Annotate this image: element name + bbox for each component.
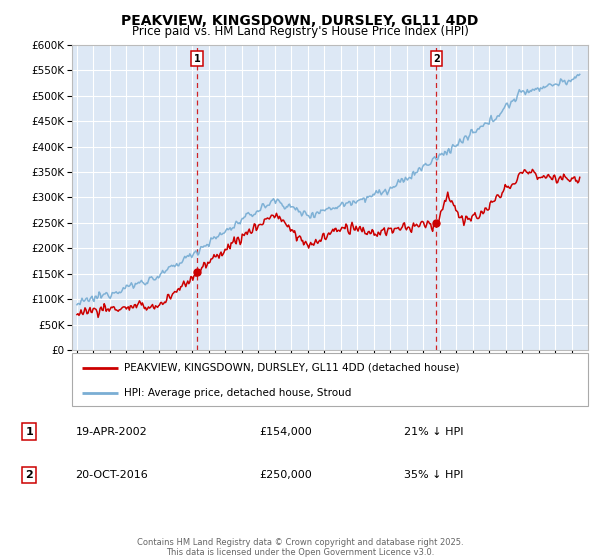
Text: 35% ↓ HPI: 35% ↓ HPI: [404, 470, 463, 480]
Text: 2: 2: [25, 470, 33, 480]
Text: 2: 2: [433, 54, 440, 63]
Text: Contains HM Land Registry data © Crown copyright and database right 2025.
This d: Contains HM Land Registry data © Crown c…: [137, 538, 463, 557]
Text: 1: 1: [194, 54, 200, 63]
Text: PEAKVIEW, KINGSDOWN, DURSLEY, GL11 4DD: PEAKVIEW, KINGSDOWN, DURSLEY, GL11 4DD: [121, 14, 479, 28]
Text: £154,000: £154,000: [260, 427, 313, 437]
Text: HPI: Average price, detached house, Stroud: HPI: Average price, detached house, Stro…: [124, 388, 351, 398]
Text: 21% ↓ HPI: 21% ↓ HPI: [404, 427, 463, 437]
Text: Price paid vs. HM Land Registry's House Price Index (HPI): Price paid vs. HM Land Registry's House …: [131, 25, 469, 38]
Text: 20-OCT-2016: 20-OCT-2016: [76, 470, 148, 480]
Text: 1: 1: [25, 427, 33, 437]
Text: £250,000: £250,000: [260, 470, 313, 480]
Text: 19-APR-2002: 19-APR-2002: [76, 427, 147, 437]
Text: PEAKVIEW, KINGSDOWN, DURSLEY, GL11 4DD (detached house): PEAKVIEW, KINGSDOWN, DURSLEY, GL11 4DD (…: [124, 363, 459, 373]
